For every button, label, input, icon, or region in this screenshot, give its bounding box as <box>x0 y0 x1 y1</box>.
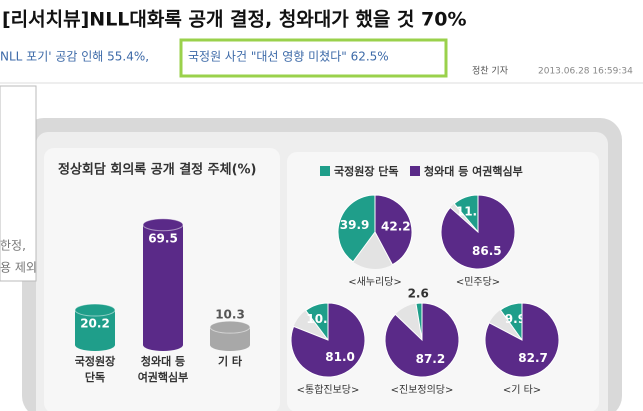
pie-slice <box>290 302 366 378</box>
subtitle: NLL 포기' 공감 인해 55.4%, <box>0 50 149 64</box>
legend-swatch <box>410 166 420 176</box>
bar-top <box>142 218 184 232</box>
value-label: 87.2 <box>416 352 446 366</box>
highlight-box <box>179 38 448 78</box>
bar-chart-title: 정상회담 회의록 공개 결정 주체(%) <box>58 162 257 178</box>
value-label: 2.6 <box>408 286 429 300</box>
sidebar-text: 용 제외 <box>0 261 37 275</box>
pie-title: <기 타> <box>503 384 541 396</box>
x-tick-label: 청와대 등 여권핵심부 <box>138 354 189 384</box>
legend-label: 국정원장 단독 <box>334 164 399 178</box>
date: 2013.06.28 16:59:34 <box>538 67 633 77</box>
pie-title: <진보정의당> <box>391 384 454 396</box>
pie-title: <새누리당> <box>348 276 402 288</box>
value-label: 69.5 <box>148 231 178 245</box>
value-label: 10.3 <box>215 308 245 322</box>
pie-slice <box>337 194 376 263</box>
pie-title: <민주당> <box>456 276 500 288</box>
legend-label: 청와대 등 여권핵심부 <box>424 164 523 178</box>
x-tick-label: 기 타 <box>218 354 243 368</box>
legend-swatch <box>320 166 330 176</box>
bar-top <box>209 320 251 334</box>
value-label: 82.7 <box>518 351 548 365</box>
pie-slice <box>374 194 413 266</box>
value-label: 81.0 <box>325 350 355 364</box>
value-label: 86.5 <box>472 244 502 258</box>
x-tick-label: 국정원장 단독 <box>75 354 115 384</box>
pie-slice <box>440 194 516 270</box>
value-label: 39.9 <box>340 218 370 232</box>
byline: 정찬 기자 <box>472 66 509 77</box>
sidebar-box <box>0 85 37 282</box>
bar-bottom <box>75 339 115 351</box>
subtitle-highlight: 국정원 사건 "대선 영향 미쳤다" 62.5% <box>188 50 389 64</box>
value-label: 9.9 <box>505 312 526 326</box>
sidebar-text: 한정, <box>0 239 26 253</box>
bar-bottom <box>143 339 183 351</box>
pie-title: <통합진보당> <box>297 384 360 396</box>
bar-bottom <box>210 339 250 351</box>
value-label: 42.2 <box>381 219 411 233</box>
bar <box>143 224 183 345</box>
pie-slice <box>484 302 560 378</box>
article-title: [리서치뷰]NLL대화록 공개 결정, 청와대가 했을 것 70% <box>2 9 467 31</box>
bar-top <box>74 303 116 317</box>
pie-slice <box>384 302 460 378</box>
value-label: 20.2 <box>80 317 110 331</box>
